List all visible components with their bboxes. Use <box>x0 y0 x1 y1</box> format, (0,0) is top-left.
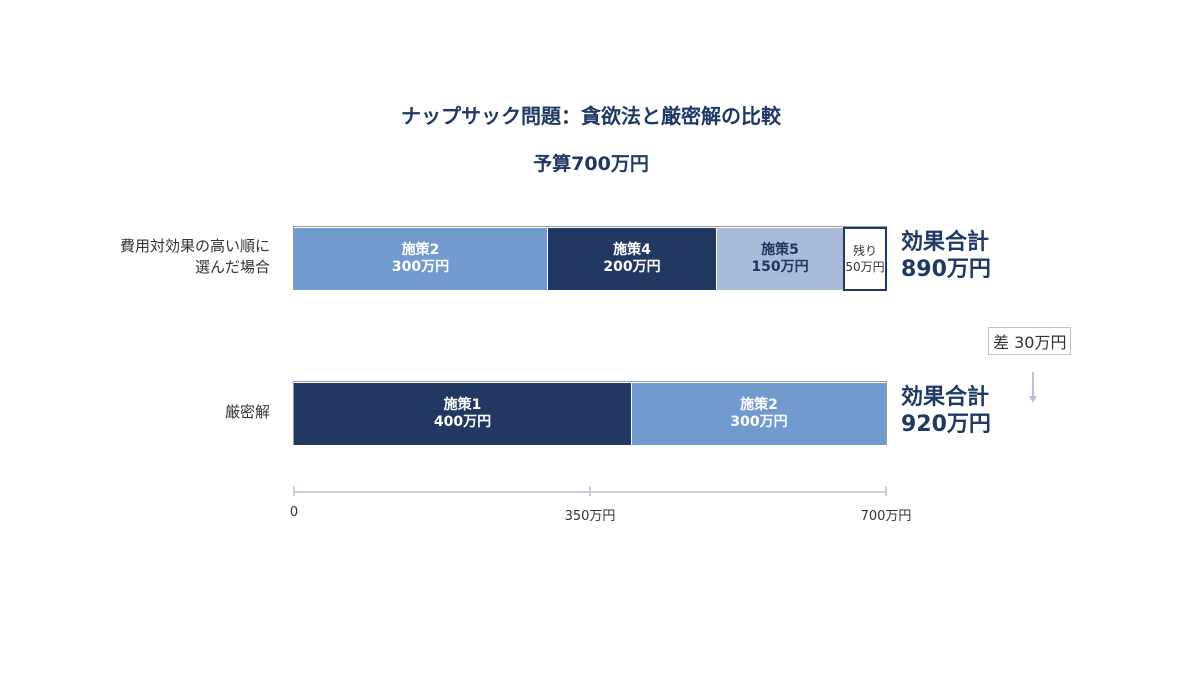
total-exact-label: 効果合計 <box>901 385 990 410</box>
total-exact-value: 920万円 <box>901 412 991 437</box>
x-axis-tick-label: 350万円 <box>564 509 616 524</box>
x-axis-tick-label: 700万円 <box>860 509 912 524</box>
segment-name: 施策2 <box>401 242 440 258</box>
bar-segment-greedy-0: 施策2 300万円 <box>294 228 548 290</box>
x-axis <box>293 486 887 496</box>
segment-value: 50万円 <box>845 260 885 274</box>
row-label-greedy-line1: 費用対効果の高い順に <box>119 237 270 255</box>
segment-name: 施策1 <box>443 397 482 413</box>
bar-segment-exact-1: 施策2 300万円 <box>632 383 886 445</box>
segment-name: 施策2 <box>740 397 778 413</box>
segment-name: 施策5 <box>761 242 799 258</box>
segment-value: 150万円 <box>751 259 809 275</box>
total-greedy: 効果合計 890万円 <box>901 229 991 283</box>
bar-segment-greedy-3: 残り 50万円 <box>843 227 887 291</box>
x-axis-tick-label: 0 <box>289 505 299 520</box>
chart-title: ナップサック問題：貪欲法と厳密解の比較 <box>401 104 781 128</box>
segment-value: 300万円 <box>391 259 450 275</box>
difference-badge: 差 30万円 <box>988 327 1072 355</box>
chart-subtitle: 予算700万円 <box>533 153 649 175</box>
bar-exact: 施策1 400万円 施策2 300万円 <box>293 381 887 445</box>
bar-segment-greedy-1: 施策4 200万円 <box>548 228 717 290</box>
down-arrow-icon <box>1029 372 1037 403</box>
total-greedy-value: 890万円 <box>901 257 991 282</box>
segment-value: 200万円 <box>603 259 661 275</box>
segment-name: 施策4 <box>613 242 651 258</box>
segment-value: 300万円 <box>730 414 788 430</box>
row-label-greedy: 費用対効果の高い順に 選んだ場合 <box>50 236 270 278</box>
total-exact: 効果合計 920万円 <box>901 384 991 438</box>
segment-name: 残り <box>852 244 877 258</box>
row-label-exact: 厳密解 <box>50 402 270 423</box>
total-greedy-label: 効果合計 <box>901 230 990 255</box>
bar-segment-greedy-2: 施策5 150万円 <box>717 228 844 290</box>
row-label-exact-line1: 厳密解 <box>224 403 270 421</box>
bar-segment-exact-0: 施策1 400万円 <box>294 383 632 445</box>
row-label-greedy-line2: 選んだ場合 <box>194 258 270 276</box>
bar-greedy: 施策2 300万円 施策4 200万円 施策5 150万円 残り 50万円 <box>293 226 887 291</box>
segment-value: 400万円 <box>433 414 492 430</box>
